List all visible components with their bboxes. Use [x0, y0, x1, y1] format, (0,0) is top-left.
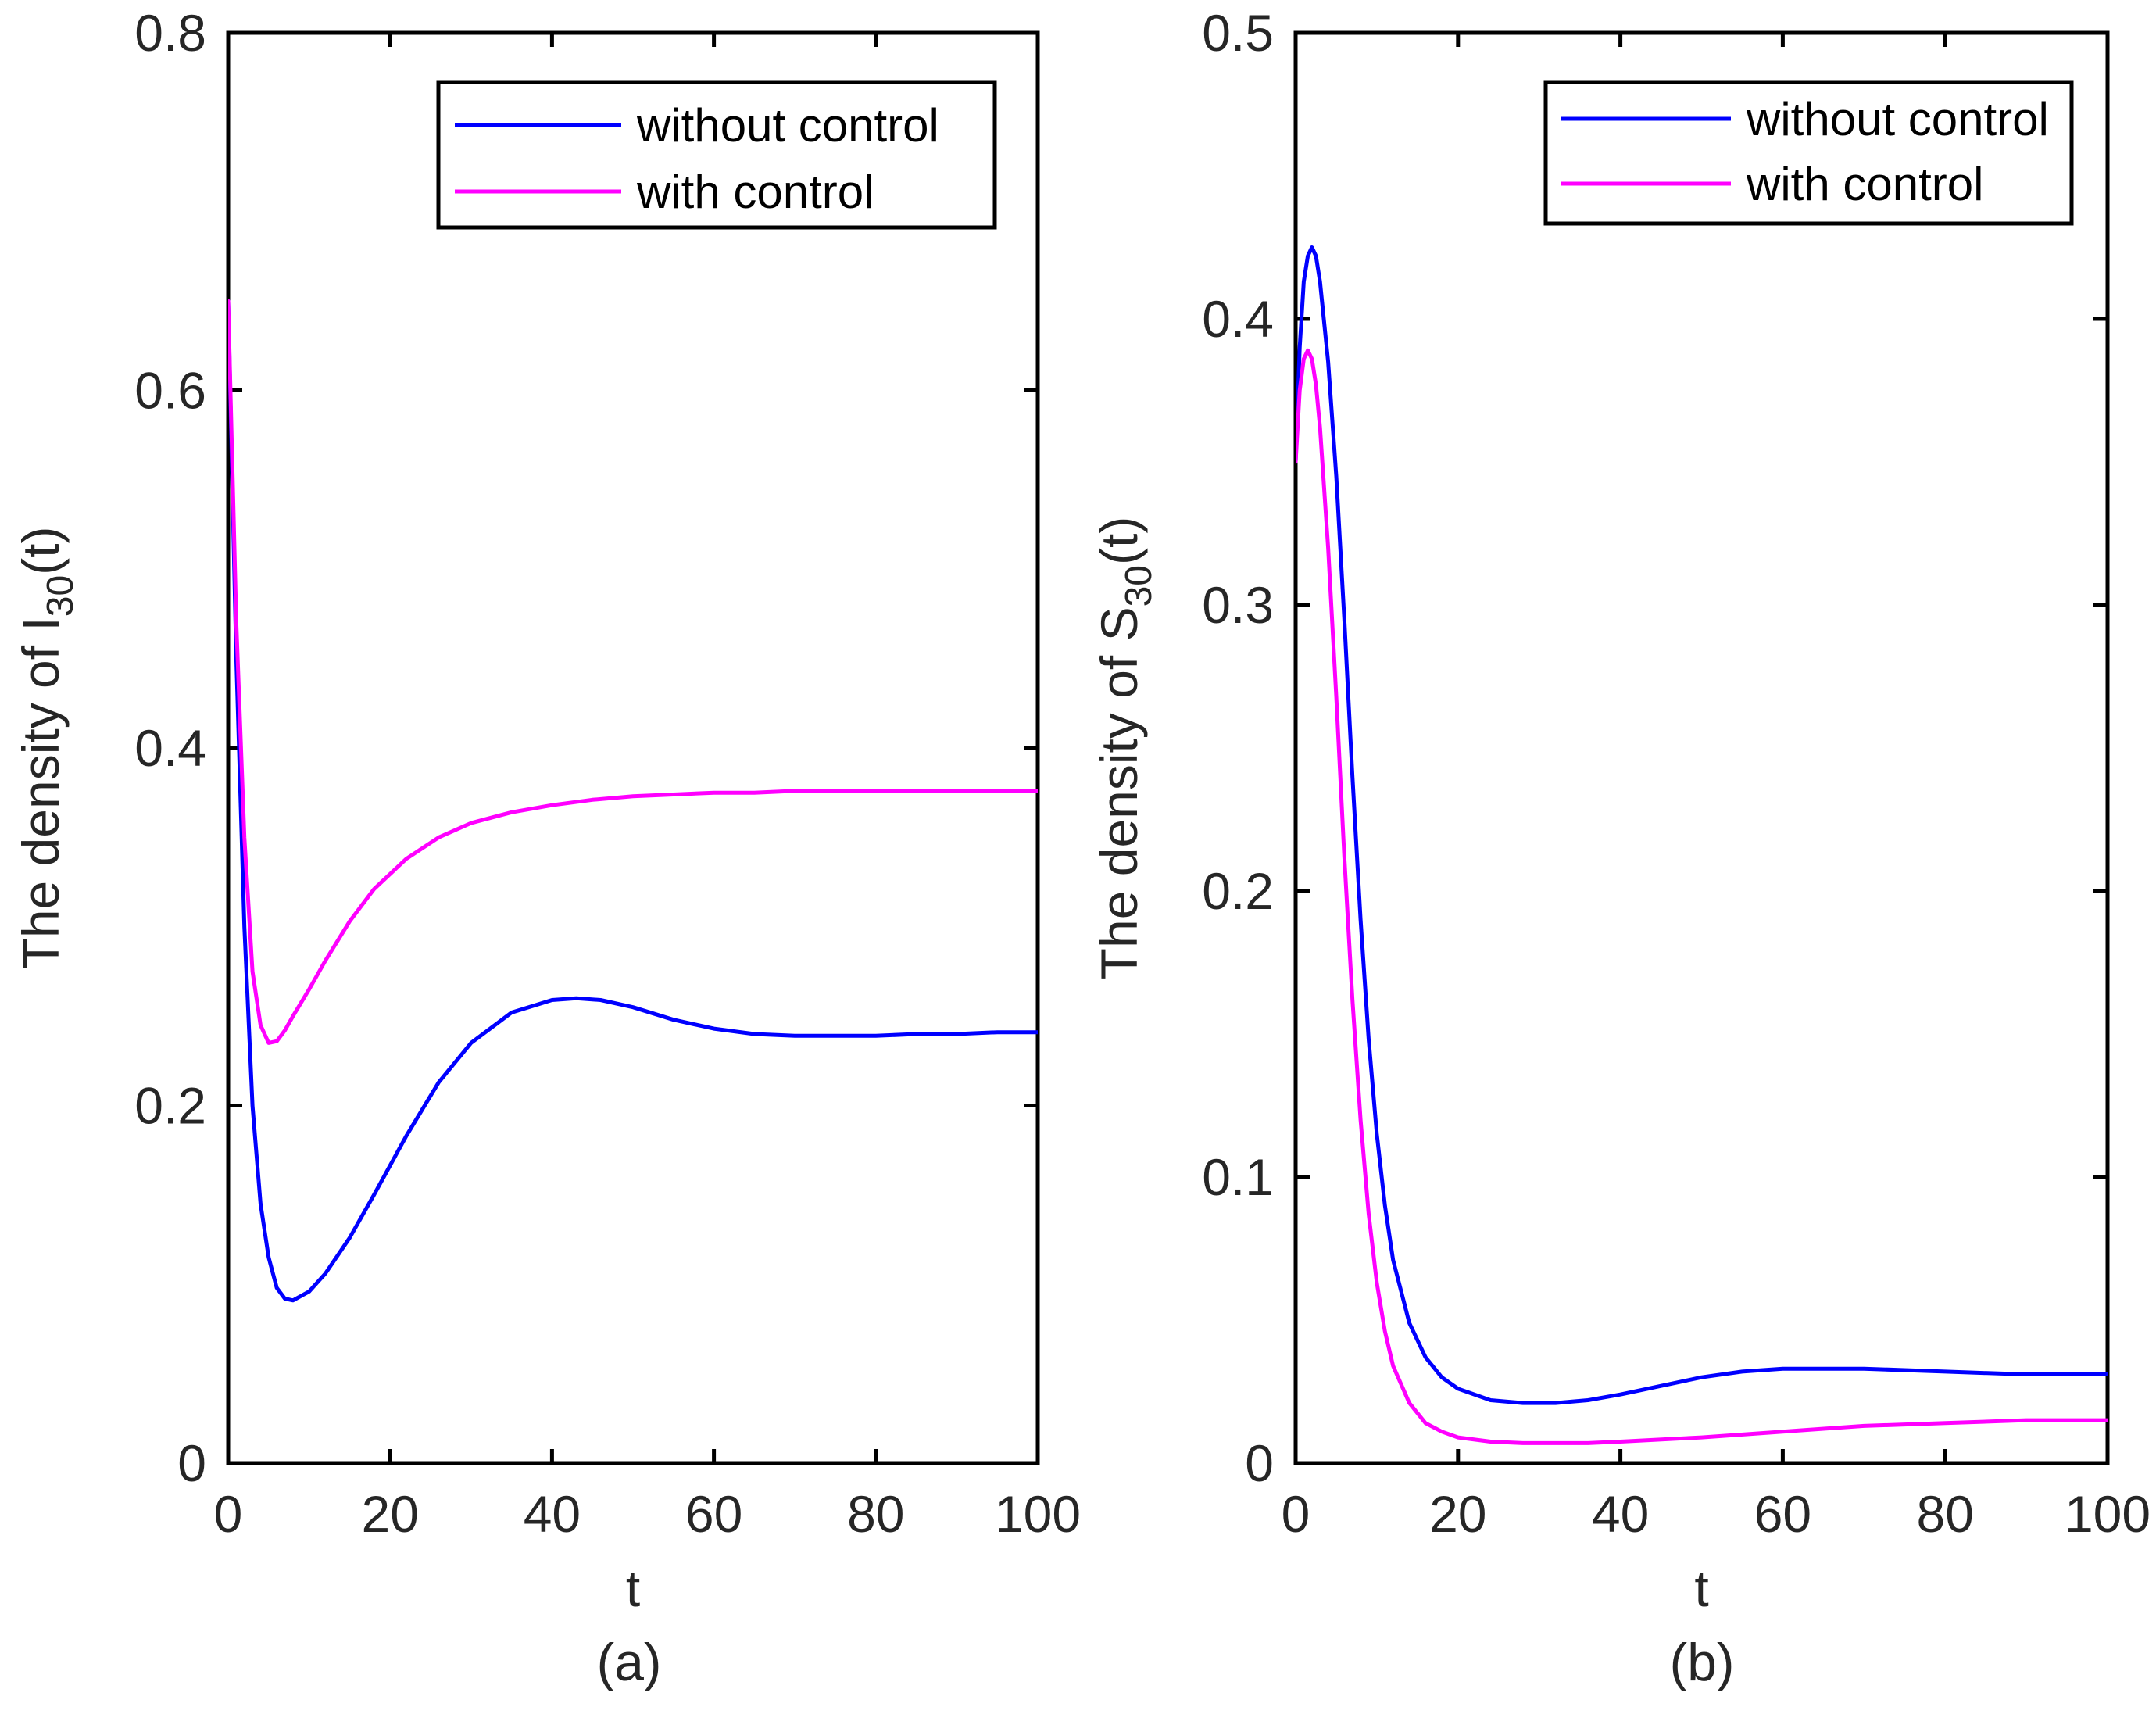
series-line-with-control [228, 299, 1038, 1045]
y-tick-label: 0 [1245, 1434, 1274, 1492]
y-tick-label: 0.1 [1202, 1148, 1274, 1206]
legend-label: without control [636, 99, 939, 152]
y-tick-label: 0 [177, 1434, 206, 1492]
x-tick-label: 80 [847, 1485, 904, 1543]
y-axis-label-prefix: The density of I [12, 617, 70, 969]
x-tick-label: 100 [995, 1485, 1081, 1543]
legend: without control with control [436, 80, 997, 230]
panel-a: 0 20 40 60 80 100 0 0.2 0.4 0.6 0.8 without control… [12, 4, 1081, 1692]
x-tick-label: 80 [1916, 1485, 1973, 1543]
legend-box [1543, 80, 2074, 226]
x-tick-label: 60 [1754, 1485, 1811, 1543]
legend-box [436, 80, 997, 230]
x-tick-label: 60 [685, 1485, 742, 1543]
legend-label: without control [1746, 93, 2049, 145]
y-tick-label: 0.3 [1202, 576, 1274, 634]
y-axis-label: The density of S30(t) [1090, 517, 1160, 980]
series-line-with-control [1296, 348, 2108, 1445]
x-tick-label: 40 [524, 1485, 581, 1543]
axes-box [1293, 30, 2110, 1465]
legend-label: with control [636, 166, 874, 218]
series-group [228, 299, 1038, 1303]
legend-label: with control [1746, 158, 1983, 210]
axes-box [226, 30, 1040, 1465]
y-axis-label-suffix: (t) [1090, 517, 1148, 565]
x-tick-label: 40 [1592, 1485, 1649, 1543]
y-tick-label: 0.6 [134, 362, 206, 420]
y-axis-label: The density of I30(t) [12, 527, 81, 970]
y-tick-label: 0.5 [1202, 4, 1274, 62]
y-axis-label-subscript: 30 [40, 575, 81, 617]
x-tick-label: 20 [1429, 1485, 1486, 1543]
y-tick-label: 0.8 [134, 4, 206, 62]
legend: without control with control [1543, 80, 2074, 226]
x-axis-label: t [1694, 1559, 1708, 1617]
y-axis-label-subscript: 30 [1118, 565, 1160, 607]
series-line-without-control [1296, 245, 2108, 1405]
panel-caption: (b) [1669, 1633, 1734, 1692]
panel-caption: (a) [596, 1633, 661, 1692]
x-tick-label: 20 [361, 1485, 418, 1543]
y-axis-label-suffix: (t) [12, 527, 70, 575]
y-axis-label-prefix: The density of S [1090, 607, 1148, 979]
series-line-without-control [228, 299, 1038, 1303]
y-tick-label: 0.4 [134, 719, 206, 777]
x-tick-label: 0 [1282, 1485, 1310, 1543]
y-tick-label: 0.2 [134, 1077, 206, 1135]
y-tick-label: 0.4 [1202, 290, 1274, 348]
series-group [1296, 245, 2108, 1445]
x-tick-label: 0 [214, 1485, 243, 1543]
x-tick-label: 100 [2065, 1485, 2151, 1543]
x-axis-label: t [626, 1559, 640, 1617]
panel-b: 0 20 40 60 80 100 0 0.1 0.2 0.3 0.4 0.5 without cont… [1090, 4, 2151, 1692]
y-tick-label: 0.2 [1202, 862, 1274, 920]
